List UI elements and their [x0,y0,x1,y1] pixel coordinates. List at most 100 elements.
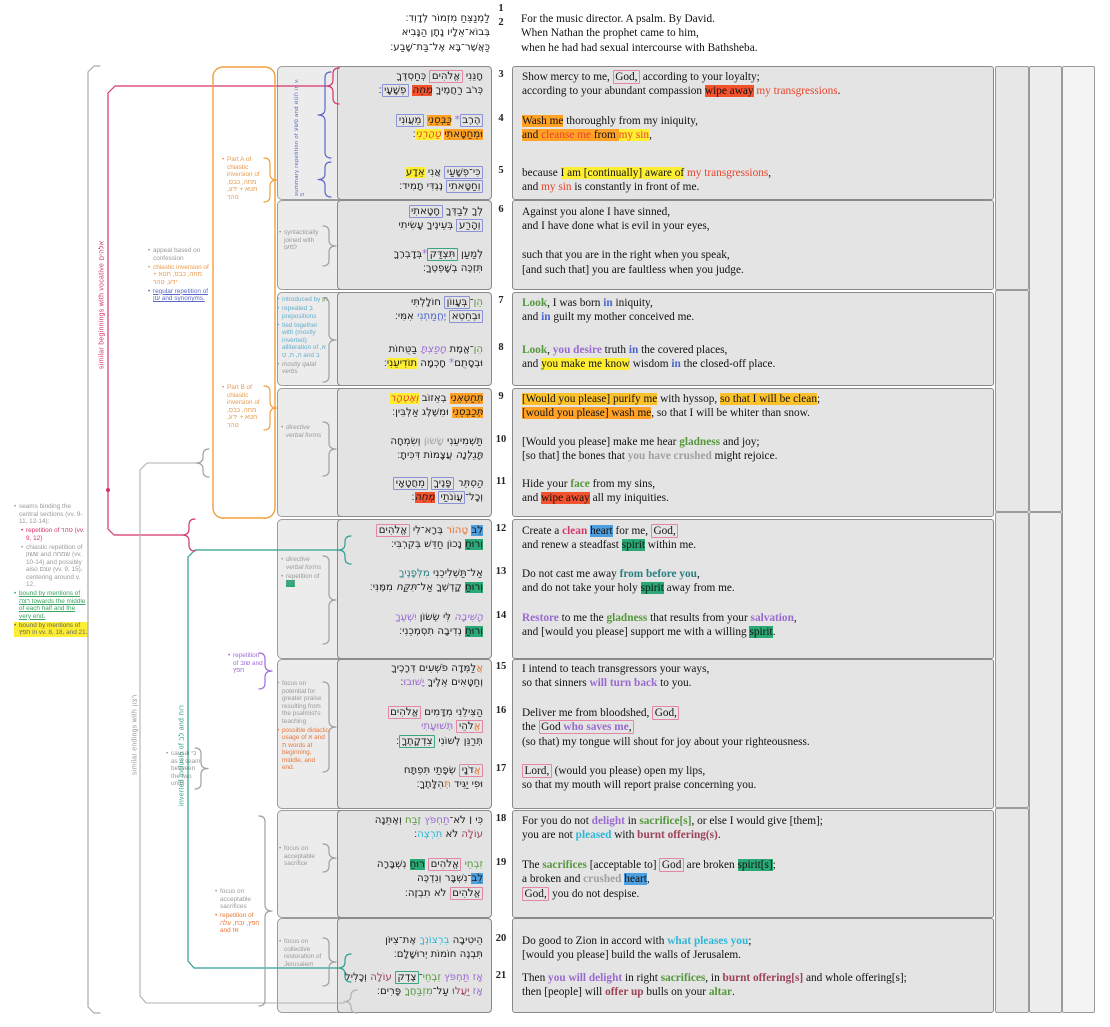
note-item: • regular repetition of עון and synonyms. [148,287,209,303]
note-vv15-17: • focus on potential for greater praise r… [277,680,329,773]
word-box: אֱלֹהֵי [456,720,483,734]
note-item: • focus on acceptable sacrifices [215,888,251,910]
english-verse-6: Against you alone I have sinned, and I ha… [522,206,744,276]
hebrew-panel-s6-vv15-17: אֲלַמְּדָה פֹשְׁעִים דְּרָכֶיךָ וְחַטָּאִ… [337,659,492,809]
hebrew-verse-20: הֵיטִיבָה בִרְצוֹנְךָ אֶת־צִיּוֹן תִּבְנֶ… [385,935,483,961]
verse-number-15: 15 [495,661,507,672]
english-verse-13: Do not cast me away from before you, and … [522,568,735,595]
verse-number-5: 5 [498,165,504,176]
note-item: • mostly qatal verbs [277,360,317,376]
english-verse-17: Lord, (would you please) open my lips, so… [522,764,757,792]
note-vv9-11: • directive verbal forms [281,424,327,441]
english-panel-s8-vv20-21: Do good to Zion in accord with what plea… [512,918,994,1013]
english-verse-5: because I am [continually] aware of my t… [522,167,772,194]
verse-number-21: 21 [495,970,507,981]
note-part-a: • Part A of chiastic inversion of מחה, כב… [222,156,266,203]
english-verse-3: Show mercy to me, God, according to your… [522,70,841,98]
english-panel-s4-vv9-11: [Would you please] purify me with hyssop… [512,388,994,517]
verse-number-20: 20 [495,933,507,944]
note-item: • seams binding the central sections (vv.… [14,503,83,525]
verse-number-6: 6 [498,204,504,215]
note-v6: • syntactically joined with למען [279,229,325,253]
english-verse-10: [Would you please] make me hear gladness… [522,436,778,463]
word-box: צִדְקָתֶךָ [399,734,436,748]
word-box: פָּנֶיךָ [430,477,455,490]
note-item: • syntactically joined with למען [279,229,319,251]
note-item: • Part A of chiastic inversion of מחה, כב… [222,156,260,201]
note-item: • tied together with (mostly inverted) al… [277,321,326,359]
hebrew-verse-14: הָשִׁיבָה לִּי שְׂשׂוֹן יִשְׁעֶךָ וְרוּחַ… [395,612,483,638]
verse-number-1: 1 [498,3,504,14]
note-item: • focus on acceptable sacrifice [279,845,315,867]
hebrew-panel-s8-vv20-21: הֵיטִיבָה בִרְצוֹנְךָ אֶת־צִיּוֹן תִּבְנֶ… [337,918,492,1013]
word-box: God who saves me, [538,720,635,735]
note-part-b: • Part B of chiastic inversion of מחה, כב… [222,384,266,431]
note-item: • repetition of רוח [281,572,320,587]
hebrew-verse-11: הַסְתֵּר פָּנֶיךָ מֵחֲטָאָי וְכָל־עֲוֹנֹת… [338,477,491,506]
hebrew-panel-s5-vv12-14: לֵב טָהוֹר בְּרָא־לִי אֱלֹהִים וְרוּחַ נָ… [337,519,492,659]
hebrew-verse-16: הַצִּילֵנִי מִדָּמִים אֱלֹהִים אֱלֹהֵי תְ… [338,706,491,749]
hebrew-verse-8: הֵן־אֱמֶת חָפַצְתָּ בַטֻּחוֹת וּבְסָתֻם* … [383,344,483,370]
note-item: • repetition of שוב and חפץ [228,652,263,674]
note-vv7-8: • introduced by הן • repeated בְּ prepositi… [277,296,329,377]
note-item: • focus on collective restoration of Jeru… [279,938,322,968]
english-panel-s3-vv7-8: Look, I was born in iniquity, and in guil… [512,292,994,386]
english-verse-18: For you do not delight in sacrifice[s], … [522,815,823,842]
note-item: • bound by mentions of חפץ in vv. 8, 18, … [14,621,88,637]
word-box: וְהָרַע [456,219,483,233]
hebrew-verse-18: כִּי ׀ לֹא־תַחְפֹּץ זֶבַח וְאֶתֵּנָה עוֹל… [374,815,483,841]
verse-number-11: 11 [496,476,506,487]
note-item: • chiastic inversion of מחה, כבס, חטא + י… [148,263,209,286]
note-repetition-purple: • repetition of שוב and חפץ [228,652,266,676]
verse-number-8: 8 [498,342,504,353]
english-verse-20: Do good to Zion in accord with what plea… [522,935,752,962]
note-vv12-14: • directive verbal forms • repetition of רו… [281,556,327,589]
group-col-1-group-1 [995,66,1029,290]
note-seams: • seams binding the central sections (vv.… [14,503,88,638]
english-verse-15: I intend to teach transgressors your way… [522,663,710,690]
english-superscription: For the music director. A psalm. By Davi… [521,13,758,54]
hebrew-verse-6: לְךָ לְבַדְּךָ חָטָאתִי וְהָרַע בְּעֵינֶי… [393,205,483,275]
verse-number-14: 14 [495,610,507,621]
note-item: • bound by mentions of רצה towards the mi… [14,590,86,620]
hebrew-verse-5: כִּי־פְשָׁעַי אֲנִי אֵדָע וְחַטָּאתִי נֶג… [338,166,491,195]
hebrew-verse-3: חָנֵּנִי אֱלֹהִים כְּחַסְדֶּךָ כְּרֹב רַח… [378,70,483,98]
word-box: אֱלֹהִים [428,858,462,871]
hebrew-verse-9: תְּחַטְּאֵנִי בְאֵזוֹב וְאֶטְהָר תְּכַבְּ… [389,393,483,419]
note-item: • focus on potential for greater praise r… [277,680,322,725]
hebrew-verse-12: לֵב טָהוֹר בְּרָא־לִי אֱלֹהִים וְרוּחַ נָ… [338,524,491,553]
hebrew-panel-s4-vv9-11: תְּחַטְּאֵנִי בְאֵזוֹב וְאֶטְהָר תְּכַבְּ… [337,388,492,517]
hebrew-verse-7: הֵן־בְּעָווֹן חוֹלָלְתִּי וּבְחֵטְא יֶחֱמ… [394,296,483,324]
note-item: • repeated בְּ prepositions [277,305,317,320]
english-verse-16: Deliver me from bloodshed, God, the God w… [522,706,810,748]
note-item: • directive verbal forms [281,556,322,571]
group-col-2-group-1 [1029,66,1062,512]
hebrew-verse-10: תַּשְׁמִיעֵנִי שָׂשׂוֹן וְשִׂמְחָה תָּגֵל… [390,436,483,462]
verse-number-18: 18 [495,813,507,824]
word-box: עֲוֹנֹתַי [438,491,466,505]
verse-number-12: 12 [495,523,507,534]
word-box: וּבְחֵטְא [449,310,483,324]
verse-number-13: 13 [495,566,507,577]
word-box: כִּי־פְשָׁעַי [444,166,483,179]
english-verse-19: The sacrifices [acceptable to] God are b… [522,858,776,901]
hebrew-verse-17: אֲדֹנָי שְׂפָתַי תִּפְתָּח וּפִי יַגִּיד … [403,764,483,791]
note-item: • possible didactic usage of א and ת word… [277,726,329,772]
group-col-1-group-3 [995,512,1029,808]
english-verse-21: Then you will delight in right sacrifice… [522,972,907,999]
word-box: אֲדֹנָי [459,764,483,777]
hebrew-panel-s1-vv3-5: חָנֵּנִי אֱלֹהִים כְּחַסְדֶּךָ כְּרֹב רַח… [337,66,492,200]
verse-number-7: 7 [498,295,504,306]
note-item: • directive verbal forms [281,424,322,439]
note-item: • Part B of chiastic inversion of מחה, כב… [222,384,260,429]
group-col-1-group-4 [995,808,1029,1013]
label-summary-repetition: summary repetition of פשע and חטא in v. … [294,78,306,196]
english-panel-s2-v6: Against you alone I have sinned, and I ha… [512,200,994,290]
note-appeal: • appeal based on confession • chiastic inv… [148,247,210,304]
english-panel-s1-vv3-5: Show mercy to me, God, according to your… [512,66,994,200]
verse-number-19: 19 [495,857,507,868]
word-box: חָטָאתִי [408,205,443,218]
group-col-1-group-2 [995,290,1029,512]
word-box: God, [652,706,680,720]
